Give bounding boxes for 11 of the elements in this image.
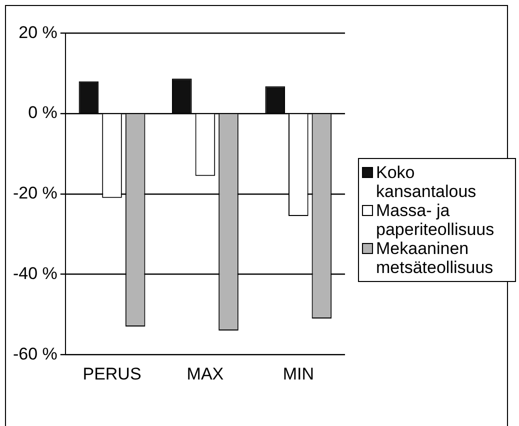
y-tick-label: -60 % <box>12 344 58 364</box>
legend-label: Koko kansantalous <box>376 163 478 201</box>
y-tick-label: -40 % <box>12 264 58 283</box>
y-tick-label: 0 % <box>28 103 58 122</box>
legend-label: Mekaaninen metsäteollisuus <box>376 239 494 277</box>
x-tick-label: MIN <box>282 364 314 384</box>
y-tick-label: 20 % <box>18 22 58 42</box>
y-tick-label: -20 % <box>12 184 58 203</box>
text: Massa- ja paperiteollisuus <box>376 201 496 239</box>
x-tick-label: MAX <box>186 364 224 384</box>
x-tick-label: PERUS <box>82 364 142 384</box>
